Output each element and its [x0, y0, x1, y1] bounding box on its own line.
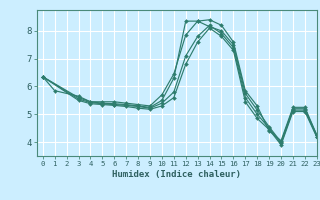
- X-axis label: Humidex (Indice chaleur): Humidex (Indice chaleur): [112, 170, 241, 179]
